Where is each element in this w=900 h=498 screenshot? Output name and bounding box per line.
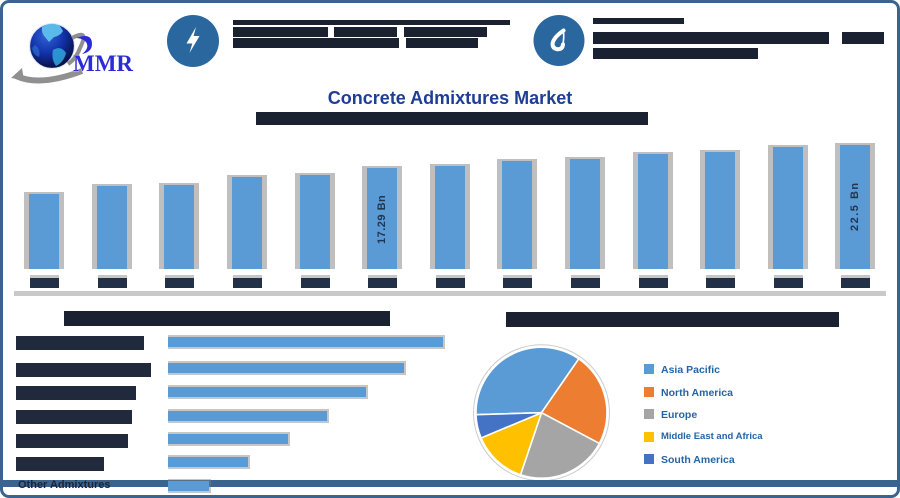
svg-text:MMR: MMR	[73, 51, 133, 76]
